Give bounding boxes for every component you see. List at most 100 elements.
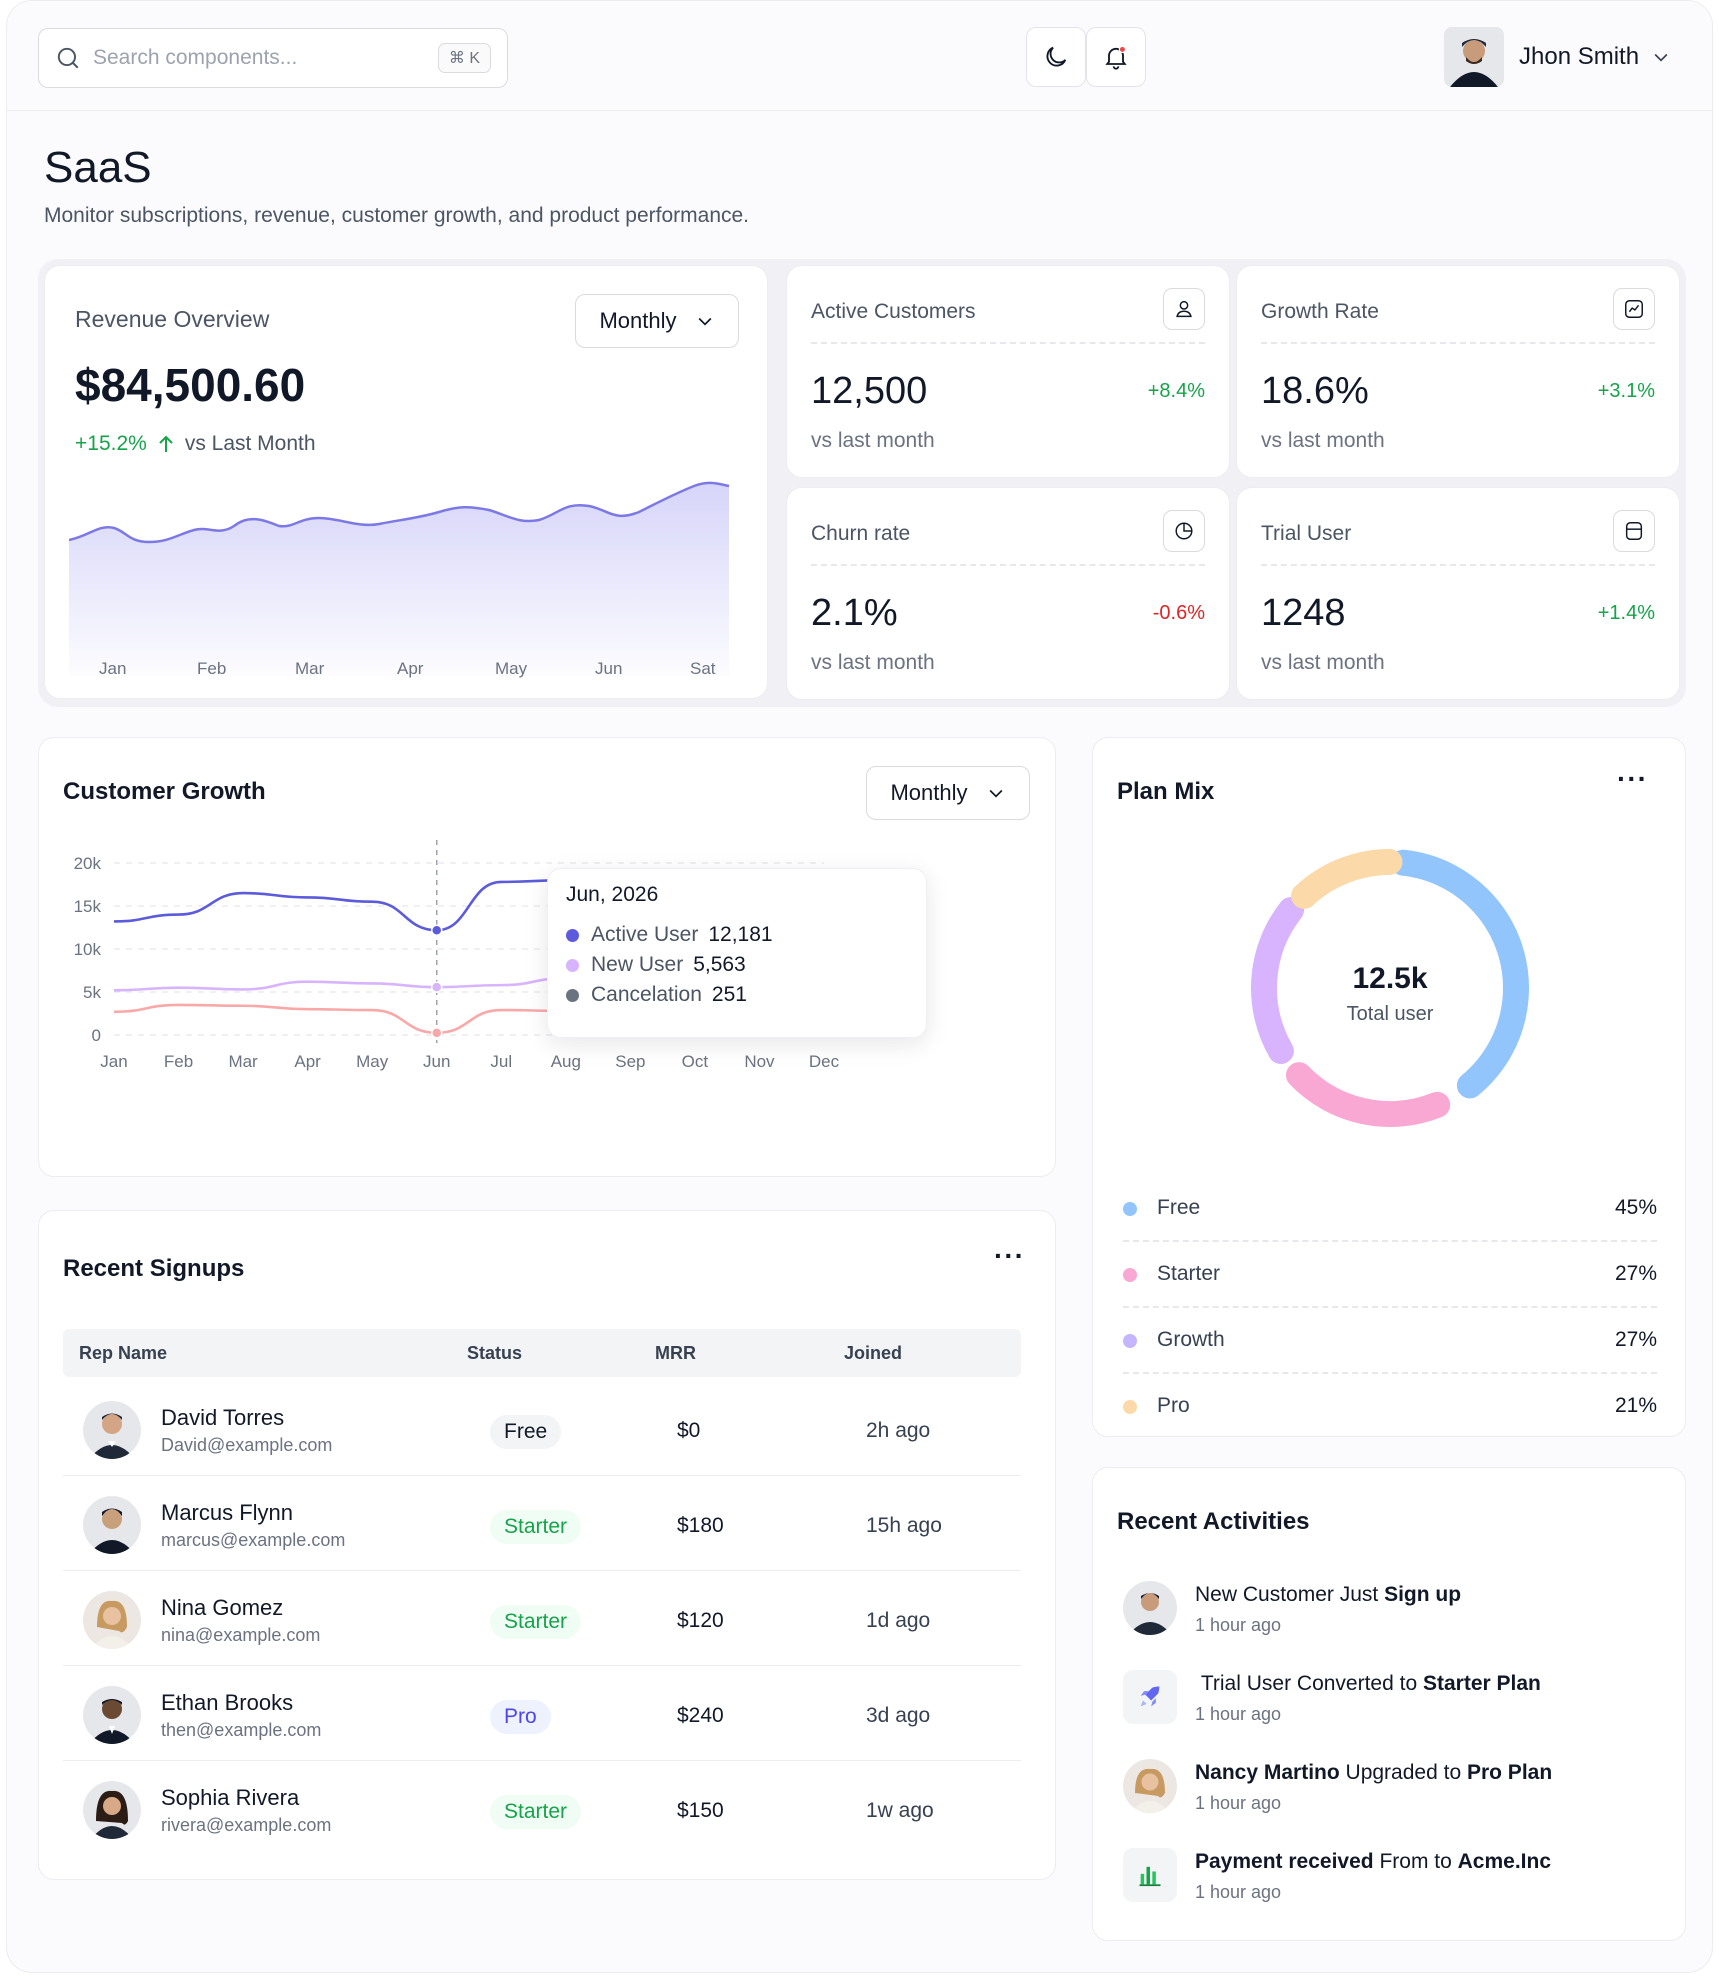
row-joined: 15h ago — [866, 1514, 942, 1537]
table-row[interactable]: Ethan Brooks then@example.com Pro $240 3… — [63, 1666, 1021, 1761]
month-label: Apr — [397, 659, 424, 678]
legend-percent: 21% — [1614, 1394, 1657, 1417]
more-options-icon[interactable]: ··· — [994, 1240, 1025, 1271]
tooltip-value: 5,563 — [693, 953, 746, 976]
moon-icon — [1046, 46, 1067, 67]
legend-dot — [566, 988, 579, 1002]
x-tick-label: Feb — [164, 1052, 193, 1071]
tooltip-value: 12,181 — [708, 923, 773, 946]
tooltip-label: Cancelation — [591, 983, 702, 1006]
donut-total: 12.5k — [1352, 962, 1427, 995]
user-menu[interactable]: Jhon Smith — [1444, 27, 1671, 87]
x-tick-label: Jul — [490, 1052, 512, 1071]
revenue-change-label: vs Last Month — [184, 432, 316, 455]
x-tick-label: Mar — [228, 1052, 258, 1071]
table-row[interactable]: David Torres David@example.com Free $0 2… — [63, 1381, 1021, 1476]
tooltip-row-new: New User 5,563 — [566, 953, 746, 977]
recent-signups-title: Recent Signups — [63, 1255, 245, 1282]
page-subtitle: Monitor subscriptions, revenue, customer… — [44, 204, 750, 227]
row-joined: 1w ago — [866, 1799, 934, 1822]
stat-title: Active Customers — [811, 300, 976, 323]
status-badge: Starter — [490, 1510, 582, 1544]
row-email: then@example.com — [161, 1720, 322, 1740]
status-badge: Starter — [490, 1795, 582, 1829]
activity-highlight: Pro Plan — [1466, 1761, 1553, 1784]
avatar — [83, 1496, 141, 1554]
revenue-line — [69, 481, 730, 544]
table-header: Rep Name Status MRR Joined — [63, 1329, 1021, 1377]
data-point[interactable] — [430, 981, 443, 993]
stat-title: Churn rate — [811, 522, 911, 545]
table-row[interactable]: Sophia Rivera rivera@example.com Starter… — [63, 1761, 1021, 1856]
customer-growth-title: Customer Growth — [63, 778, 266, 805]
divider — [1261, 564, 1655, 566]
recent-signups-card: Recent Signups ··· Rep Name Status MRR J… — [38, 1210, 1056, 1880]
row-joined: 1d ago — [866, 1609, 931, 1632]
activity-highlight: Starter Plan — [1422, 1672, 1541, 1695]
activity-item[interactable]: Trial User Converted to Starter Plan 1 h… — [1123, 1670, 1663, 1730]
bell-icon — [1105, 45, 1127, 70]
stat-card-active-customers: Active Customers 12,500 +8.4% vs last mo… — [786, 265, 1230, 478]
shortcut-hint: ⌘ K — [437, 43, 491, 73]
tooltip-label: Active User — [591, 923, 699, 946]
growth-period-select[interactable]: Monthly — [866, 766, 1030, 820]
user-icon[interactable] — [1163, 288, 1205, 330]
stat-subtitle: vs last month — [811, 429, 935, 452]
activity-highlight: Nancy Martino — [1195, 1761, 1340, 1784]
search-icon — [57, 47, 79, 69]
row-joined: 2h ago — [866, 1419, 931, 1442]
pie-icon[interactable] — [1163, 510, 1205, 552]
donut-segment-free — [1251, 849, 1529, 1127]
plan-mix-title: Plan Mix — [1117, 778, 1215, 805]
trend-icon[interactable] — [1613, 288, 1655, 330]
data-point[interactable] — [430, 1027, 443, 1039]
legend-dot — [1123, 1334, 1137, 1348]
data-point[interactable] — [430, 924, 443, 936]
donut-total-label: Total user — [1347, 1003, 1434, 1025]
notifications-button[interactable] — [1086, 27, 1146, 87]
revenue-period-select[interactable]: Monthly — [575, 294, 739, 348]
plan-mix-legend: Free 45% Starter 27% Growth 27% Pro 21% — [1093, 1176, 1685, 1440]
user-avatar — [1444, 27, 1504, 87]
legend-label: Free — [1157, 1196, 1201, 1219]
activity-item[interactable]: Payment received From to Acme.Inc 1 hour… — [1123, 1848, 1663, 1908]
revenue-area-chart: Jan Feb Mar Apr May Jun Sat — [69, 481, 730, 678]
activity-item[interactable]: Nancy Martino Upgraded to Pro Plan 1 hou… — [1123, 1759, 1663, 1819]
stat-title: Trial User — [1261, 522, 1352, 545]
table-row[interactable]: Nina Gomez nina@example.com Starter $120… — [63, 1571, 1021, 1666]
divider — [811, 564, 1205, 566]
activity-text: Nancy Martino Upgraded to Pro Plan — [1195, 1761, 1552, 1785]
theme-toggle-button[interactable] — [1026, 27, 1086, 87]
table-row[interactable]: Marcus Flynn marcus@example.com Starter … — [63, 1476, 1021, 1571]
divider — [1261, 342, 1655, 344]
search-box[interactable]: ⌘ K — [38, 28, 508, 88]
card-icon[interactable] — [1613, 510, 1655, 552]
month-label: Sat — [690, 659, 716, 678]
avatar — [1123, 1581, 1177, 1635]
legend-dot — [1123, 1268, 1137, 1282]
x-tick-label: Sep — [615, 1052, 645, 1071]
stat-change: +1.4% — [1597, 602, 1655, 624]
column-header: MRR — [655, 1343, 696, 1363]
row-joined: 3d ago — [866, 1704, 931, 1727]
avatar — [1123, 1759, 1177, 1813]
donut-segment-growth — [1251, 849, 1529, 1127]
more-options-icon[interactable]: ··· — [1617, 763, 1648, 794]
y-tick-label: 0 — [92, 1026, 101, 1045]
stat-value: 1248 — [1261, 592, 1346, 634]
activity-time: 1 hour ago — [1195, 1793, 1282, 1813]
stat-value: 18.6% — [1261, 370, 1369, 412]
row-mrr: $240 — [677, 1704, 724, 1727]
x-tick-label: May — [356, 1052, 389, 1071]
revenue-amount: $84,500.60 — [75, 359, 306, 411]
stat-card-growth-rate: Growth Rate 18.6% +3.1% vs last month — [1236, 265, 1680, 478]
search-input[interactable] — [93, 46, 438, 70]
revenue-change: +15.2% vs Last Month — [75, 432, 316, 456]
row-mrr: $0 — [677, 1419, 701, 1442]
chevron-down-icon — [989, 789, 1002, 798]
activity-item[interactable]: New Customer Just Sign up 1 hour ago — [1123, 1581, 1663, 1641]
recent-activities-card: Recent Activities New Customer Just Sign… — [1092, 1467, 1686, 1941]
chevron-down-icon — [1654, 53, 1668, 62]
legend-percent: 45% — [1614, 1196, 1657, 1219]
activity-text-part: Trial User Converted to — [1200, 1672, 1423, 1695]
